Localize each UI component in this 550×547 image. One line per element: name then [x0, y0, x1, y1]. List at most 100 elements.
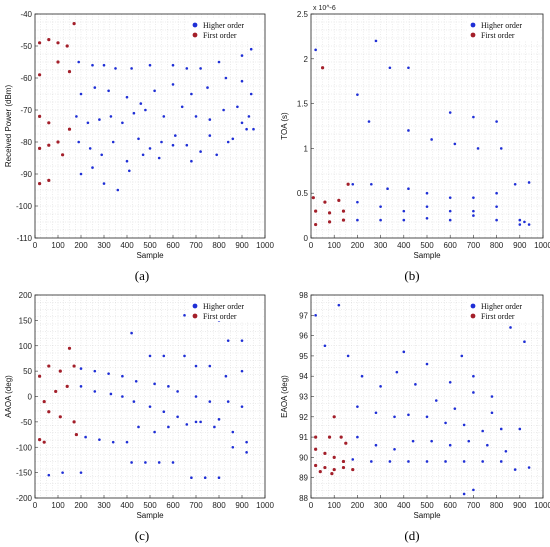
- x-tick-label: 1000: [534, 241, 550, 250]
- data-point: [460, 354, 464, 358]
- x-tick-label: 200: [74, 241, 88, 250]
- x-tick-label: 100: [328, 241, 342, 250]
- data-point: [125, 159, 129, 163]
- data-point: [190, 476, 193, 480]
- data-point: [523, 220, 526, 224]
- series-first-order: [38, 346, 78, 444]
- data-point: [448, 196, 452, 199]
- data-point: [356, 200, 359, 204]
- x-tick-label: 400: [397, 501, 411, 510]
- data-point: [217, 60, 221, 64]
- data-point: [481, 429, 484, 433]
- legend-box: [189, 299, 263, 321]
- data-point: [47, 178, 51, 182]
- data-point: [180, 105, 184, 109]
- data-point: [395, 370, 399, 374]
- data-point: [332, 467, 336, 472]
- data-point: [226, 140, 230, 144]
- data-point: [206, 86, 209, 89]
- data-point: [379, 385, 382, 388]
- data-point: [318, 470, 322, 474]
- data-point: [323, 344, 327, 348]
- x-tick-label: 600: [444, 241, 458, 250]
- data-point: [393, 415, 396, 419]
- data-point: [162, 410, 166, 414]
- x-tick-label: 900: [235, 241, 249, 250]
- data-point: [346, 354, 350, 358]
- x-tick-label: 500: [143, 501, 157, 510]
- y-tick-label: -110: [17, 234, 33, 243]
- data-point: [102, 63, 106, 67]
- data-point: [344, 441, 348, 445]
- data-point: [67, 70, 72, 74]
- x-tick-label: 800: [490, 501, 504, 510]
- data-point: [38, 182, 42, 186]
- data-point: [67, 127, 72, 131]
- data-point: [102, 182, 106, 185]
- data-point: [183, 314, 186, 317]
- x-tick-label: 400: [397, 241, 411, 250]
- data-point: [323, 465, 327, 470]
- data-point: [448, 218, 452, 222]
- legend-marker: [192, 303, 198, 309]
- y-tick-label: -200: [16, 494, 33, 503]
- data-point: [425, 205, 429, 208]
- y-tick-label: 1.5: [297, 100, 309, 109]
- data-point: [222, 108, 225, 112]
- data-point: [321, 66, 325, 70]
- data-point: [495, 205, 498, 208]
- data-point: [185, 143, 189, 147]
- data-point: [132, 400, 136, 403]
- x-axis-label: Sample: [413, 251, 441, 260]
- y-tick-label: 93: [299, 393, 308, 402]
- data-point: [527, 223, 531, 226]
- y-tick-label: 96: [299, 332, 308, 341]
- legend-label: Higher order: [481, 302, 522, 311]
- data-point: [130, 461, 133, 464]
- data-point: [77, 140, 80, 144]
- panel-caption: (b): [404, 268, 419, 283]
- y-tick-label: 100: [19, 342, 33, 351]
- y-tick-label: 97: [299, 311, 308, 320]
- data-point: [249, 92, 253, 96]
- data-point: [339, 435, 343, 439]
- series-first-order: [311, 66, 350, 227]
- data-point: [72, 364, 76, 368]
- x-tick-label: 500: [143, 241, 157, 250]
- data-point: [367, 120, 371, 123]
- x-tick-label: 900: [513, 241, 527, 250]
- y-axis-label: EAOA (deg): [280, 375, 289, 418]
- data-point: [327, 211, 332, 215]
- data-point: [91, 63, 94, 67]
- legend-label: Higher order: [203, 21, 244, 30]
- legend-marker: [192, 22, 198, 28]
- y-axis-label: AAOA (deg): [4, 375, 13, 418]
- x-tick-label: 100: [51, 241, 65, 250]
- x-tick-label: 900: [235, 501, 249, 510]
- data-point: [356, 93, 359, 96]
- data-point: [467, 439, 471, 443]
- data-point: [199, 67, 202, 70]
- data-point: [495, 191, 498, 195]
- legend-marker: [192, 313, 198, 319]
- y-tick-label: -150: [16, 469, 33, 478]
- data-point: [88, 147, 92, 150]
- legend-label: First order: [481, 312, 515, 321]
- axes-frame: [34, 294, 266, 499]
- data-point: [323, 200, 327, 204]
- data-point: [38, 41, 42, 45]
- data-point: [121, 395, 124, 398]
- data-point: [93, 369, 97, 373]
- data-point: [356, 405, 359, 408]
- series-higher-order: [75, 47, 255, 192]
- x-tick-label: 200: [351, 241, 365, 250]
- y-tick-label: 2.5: [297, 10, 309, 19]
- y-tick-label: 200: [19, 291, 33, 300]
- data-point: [518, 218, 522, 222]
- data-point: [148, 354, 152, 358]
- data-point: [93, 390, 97, 393]
- x-tick-label: 0: [33, 241, 38, 250]
- legend-label: First order: [203, 312, 237, 321]
